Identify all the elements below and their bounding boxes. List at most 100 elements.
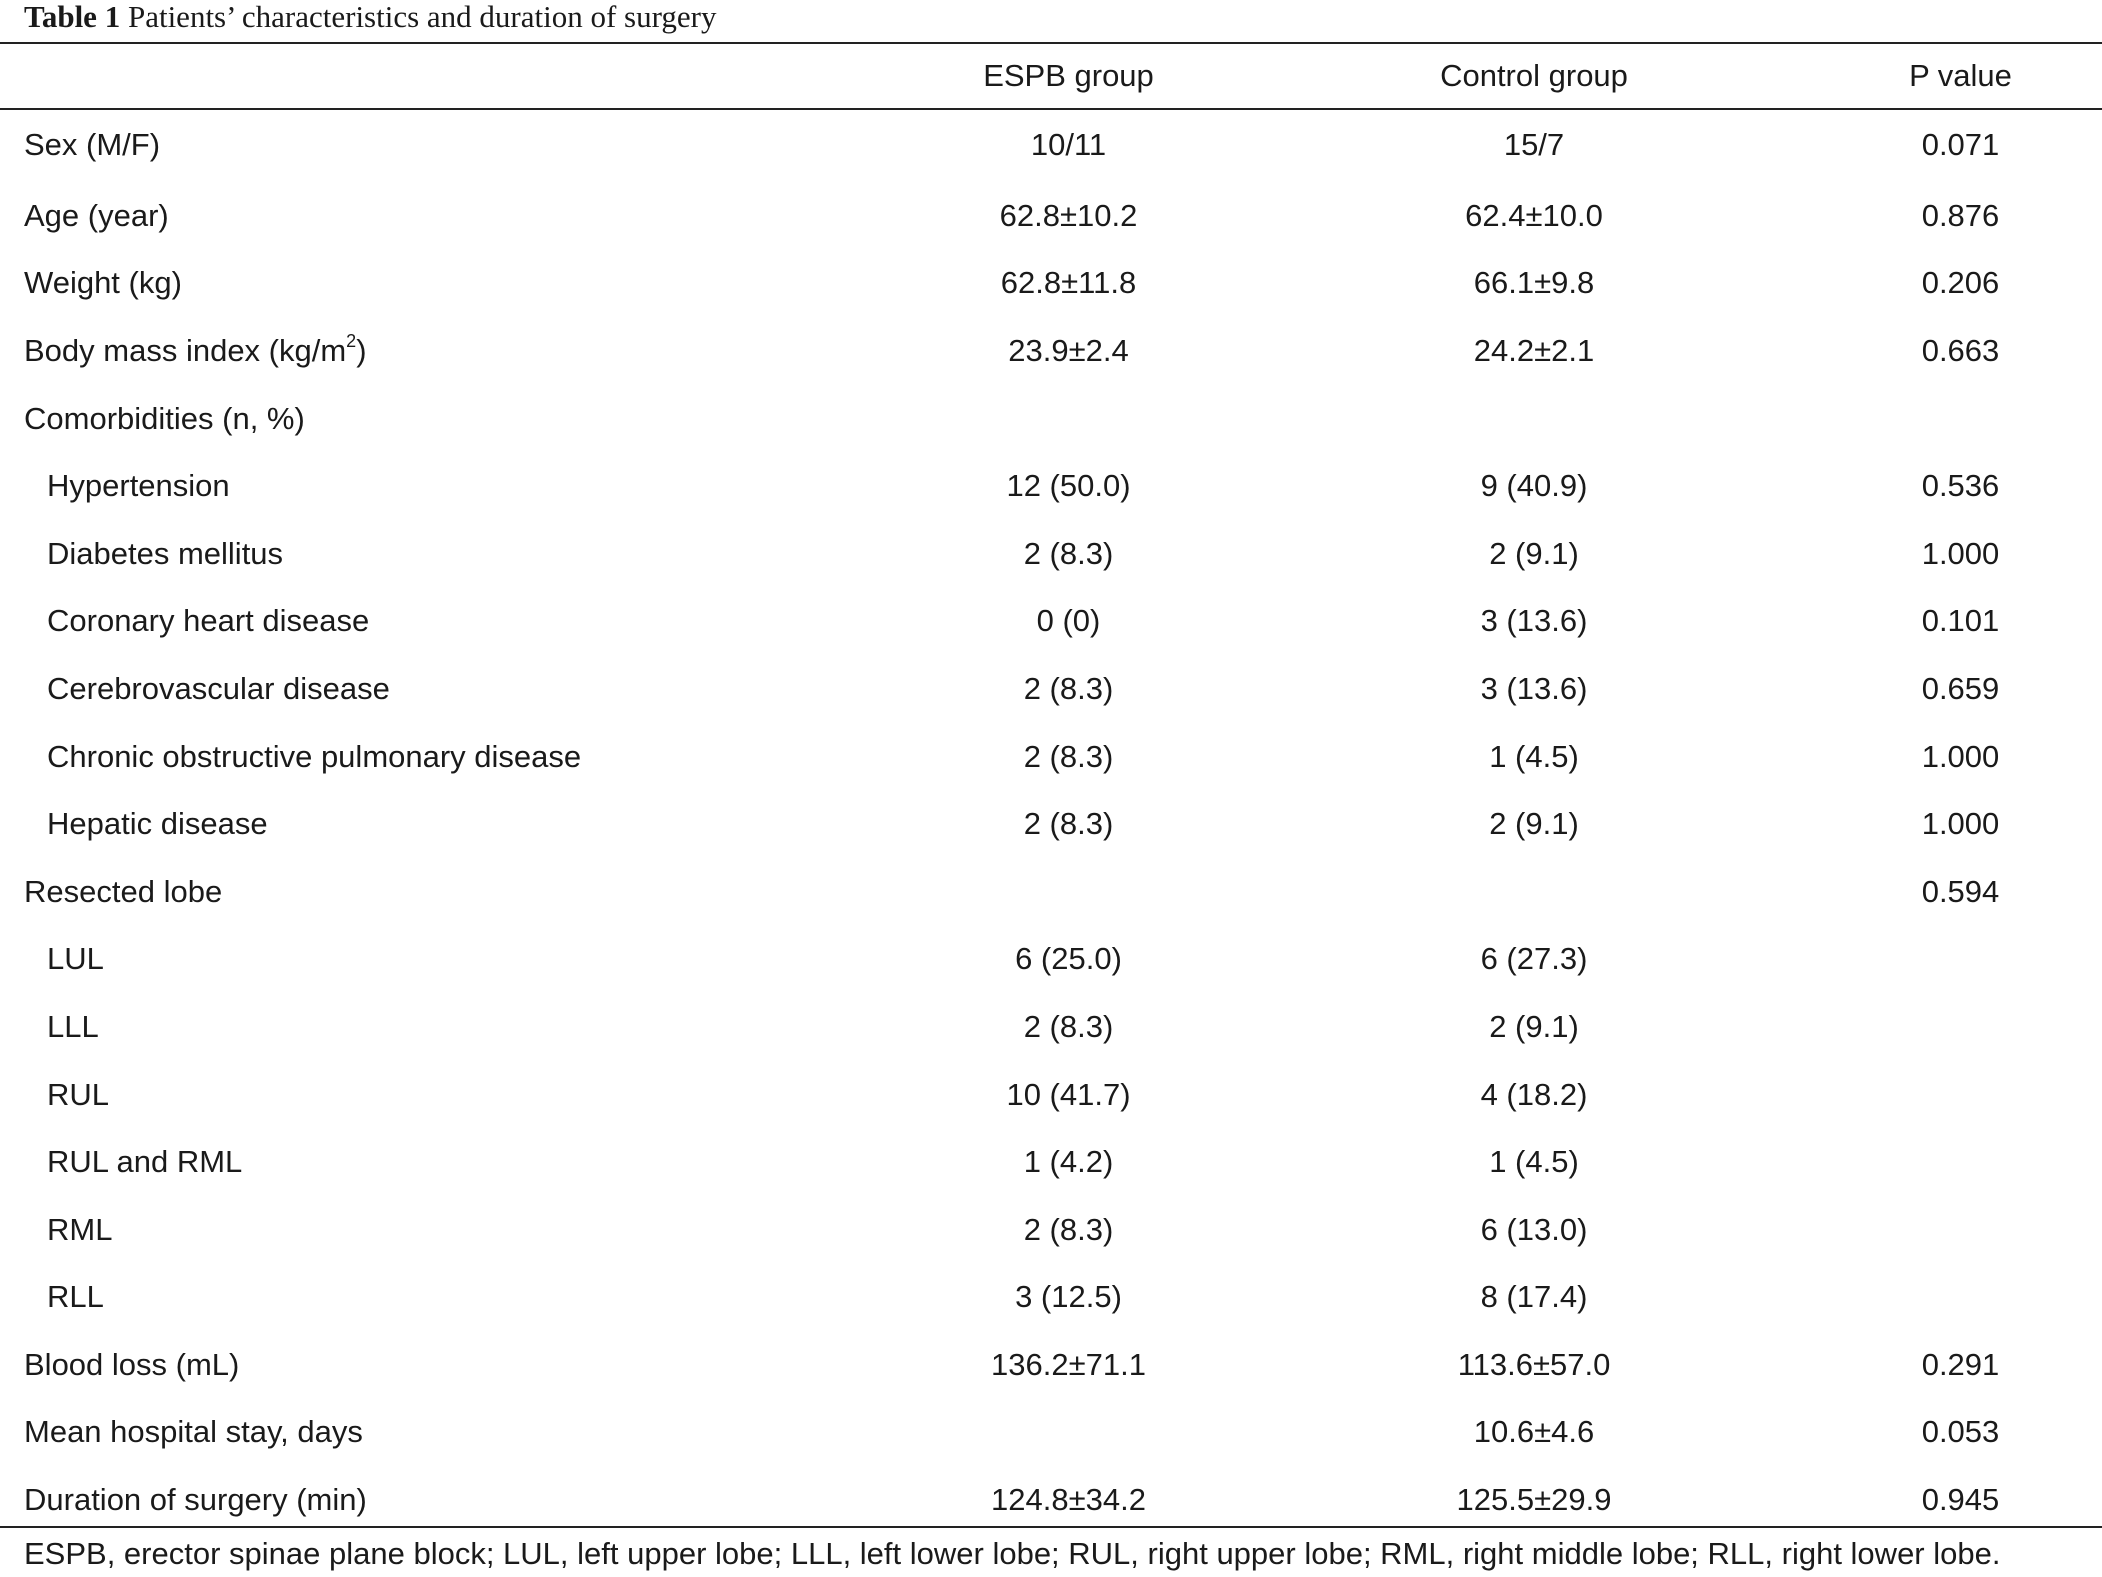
header-p-value: P value xyxy=(1909,58,2012,93)
row-label: Diabetes mellitus xyxy=(0,520,836,588)
espb-value: 2 (8.3) xyxy=(1023,670,1114,706)
header-rule xyxy=(0,108,2102,110)
control-value: 113.6±57.0 xyxy=(1457,1346,1611,1382)
row-label: Body mass index (kg/m2) xyxy=(0,317,836,385)
control-value: 62.4±10.0 xyxy=(1465,197,1603,233)
espb-value xyxy=(836,1399,1301,1467)
table-row: Blood loss (mL) 136.2±71.1 113.6±57.0 0.291 xyxy=(0,1331,2102,1399)
row-label-text: Age (year) xyxy=(24,197,169,233)
table-row: Body mass index (kg/m2) 23.9±2.4 24.2±2.1 0… xyxy=(0,317,2102,385)
row-label-text: RML xyxy=(47,1211,113,1247)
row-label-text: RUL xyxy=(47,1076,110,1112)
table-row: LUL 6 (25.0) 6 (27.3) xyxy=(0,926,2102,994)
p-value xyxy=(1767,926,2102,994)
row-label-superscript: 2 xyxy=(346,330,357,351)
row-label: Duration of surgery (min) xyxy=(0,1466,836,1534)
row-label-text: Hepatic disease xyxy=(47,806,268,842)
control-value: 2 (9.1) xyxy=(1489,1008,1579,1044)
control-value: 24.2±2.1 xyxy=(1473,332,1595,368)
p-value xyxy=(1767,1264,2102,1332)
row-label: Chronic obstructive pulmonary disease xyxy=(0,723,836,791)
row-label: Weight (kg) xyxy=(0,250,836,318)
espb-value xyxy=(836,858,1301,926)
control-value: 125.5±29.9 xyxy=(1456,1482,1612,1518)
row-label-text: Weight (kg) xyxy=(24,265,182,301)
table-number: Table 1 xyxy=(24,0,121,34)
table-footnote: ESPB, erector spinae plane block; LUL, l… xyxy=(24,1536,2001,1571)
table-row: RLL 3 (12.5) 8 (17.4) xyxy=(0,1264,2102,1332)
row-label: Resected lobe xyxy=(0,858,836,926)
control-value: 9 (40.9) xyxy=(1480,468,1588,504)
table-row: Diabetes mellitus 2 (8.3) 2 (9.1) 1.000 xyxy=(0,520,2102,588)
row-label-text: Chronic obstructive pulmonary disease xyxy=(47,738,582,774)
row-label: Hepatic disease xyxy=(0,790,836,858)
table-row: Sex (M/F) 10/11 15/7 0.071 xyxy=(0,108,2102,182)
table-row: RML 2 (8.3) 6 (13.0) xyxy=(0,1196,2102,1264)
control-value xyxy=(1301,858,1767,926)
p-value xyxy=(1767,385,2102,453)
row-label-text: LUL xyxy=(47,941,104,977)
header-control-group: Control group xyxy=(1440,58,1628,93)
top-rule xyxy=(0,42,2102,44)
control-value xyxy=(1301,385,1767,453)
table-row: Comorbidities (n, %) xyxy=(0,385,2102,453)
table-row: Duration of surgery (min) 124.8±34.2 125.5… xyxy=(0,1466,2102,1534)
p-value: 0.876 xyxy=(1921,197,2000,233)
header-espb-group: ESPB group xyxy=(983,58,1154,93)
row-label: RUL xyxy=(0,1061,836,1129)
espb-value: 62.8±10.2 xyxy=(999,197,1138,233)
control-value: 10.6±4.6 xyxy=(1473,1414,1595,1450)
espb-value: 1 (4.2) xyxy=(1023,1144,1114,1180)
table-row: Hepatic disease 2 (8.3) 2 (9.1) 1.000 xyxy=(0,790,2102,858)
p-value xyxy=(1767,1128,2102,1196)
row-label-text: Comorbidities (n, %) xyxy=(24,400,305,436)
espb-value: 6 (25.0) xyxy=(1015,941,1122,977)
control-value: 1 (4.5) xyxy=(1489,1144,1579,1180)
espb-value: 2 (8.3) xyxy=(1023,535,1114,571)
p-value: 0.594 xyxy=(1921,873,2000,909)
row-label-text: RUL and RML xyxy=(47,1144,243,1180)
row-label-text: Cerebrovascular disease xyxy=(47,670,390,706)
row-label: Sex (M/F) xyxy=(0,108,836,182)
control-value: 2 (9.1) xyxy=(1489,806,1579,842)
espb-value: 10/11 xyxy=(1030,127,1107,162)
control-value: 6 (27.3) xyxy=(1480,941,1588,977)
row-label: Age (year) xyxy=(0,182,836,250)
control-value: 15/7 xyxy=(1503,127,1565,162)
p-value: 1.000 xyxy=(1921,806,2000,842)
p-value: 1.000 xyxy=(1921,738,2000,774)
table-row: Chronic obstructive pulmonary disease 2 (… xyxy=(0,723,2102,791)
espb-value: 12 (50.0) xyxy=(1006,468,1131,504)
characteristics-table: ESPB group Control group P value Sex (M/… xyxy=(0,44,2102,1534)
row-label-text: Resected lobe xyxy=(24,873,223,909)
table-row: RUL and RML 1 (4.2) 1 (4.5) xyxy=(0,1128,2102,1196)
espb-value: 2 (8.3) xyxy=(1023,1008,1114,1044)
row-label-text: Coronary heart disease xyxy=(47,603,370,639)
row-label: LLL xyxy=(0,993,836,1061)
table-row: Coronary heart disease 0 (0) 3 (13.6) 0.101 xyxy=(0,588,2102,656)
table-title: Patients’ characteristics and duration o… xyxy=(127,0,717,34)
row-label: RLL xyxy=(0,1264,836,1332)
p-value: 0.206 xyxy=(1921,265,2000,301)
p-value: 0.659 xyxy=(1921,670,2000,706)
row-label: RML xyxy=(0,1196,836,1264)
control-value: 4 (18.2) xyxy=(1480,1076,1588,1112)
espb-value: 0 (0) xyxy=(1036,603,1101,639)
p-value xyxy=(1767,1061,2102,1129)
row-label-text: Blood loss (mL) xyxy=(24,1346,240,1382)
p-value xyxy=(1767,1196,2102,1264)
table-row: Mean hospital stay, days 10.6±4.6 0.053 xyxy=(0,1399,2102,1467)
table-row: Age (year) 62.8±10.2 62.4±10.0 0.876 xyxy=(0,182,2102,250)
table-row: Weight (kg) 62.8±11.8 66.1±9.8 0.206 xyxy=(0,250,2102,318)
table-row: Cerebrovascular disease 2 (8.3) 3 (13.6) 0.… xyxy=(0,655,2102,723)
row-label-text: Diabetes mellitus xyxy=(47,535,284,571)
row-label: RUL and RML xyxy=(0,1128,836,1196)
control-value: 3 (13.6) xyxy=(1480,670,1588,706)
p-value: 0.945 xyxy=(1921,1482,2000,1518)
espb-value: 3 (12.5) xyxy=(1015,1279,1122,1315)
row-label-text: Body mass index (kg/m xyxy=(24,332,347,368)
row-label: Coronary heart disease xyxy=(0,588,836,656)
espb-value: 124.8±34.2 xyxy=(991,1482,1146,1518)
espb-value: 2 (8.3) xyxy=(1023,1211,1114,1247)
p-value: 0.291 xyxy=(1921,1346,2000,1382)
